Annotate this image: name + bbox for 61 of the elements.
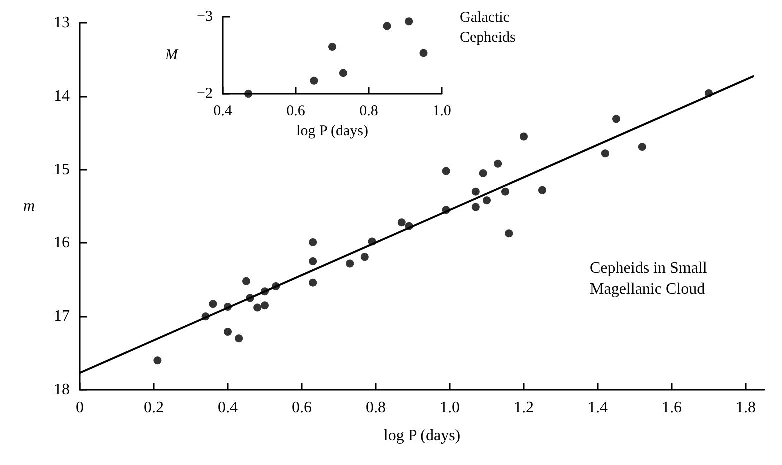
x-tick-label: 0.6: [292, 400, 312, 416]
x-tick-label: 1.2: [514, 400, 534, 416]
point: [154, 356, 162, 365]
point: [494, 160, 502, 168]
point: [235, 334, 244, 343]
point: [502, 188, 510, 196]
x-tick-label: 0.4: [214, 104, 233, 120]
x-tick-label: 1.4: [588, 400, 608, 416]
point: [601, 150, 610, 158]
y-tick-label: 17: [54, 308, 70, 326]
point: [244, 90, 253, 98]
y-tick-label: 15: [54, 161, 70, 178]
annotation: Cepheids in Small Magellanic Cloud: [590, 260, 712, 298]
y-tick-label: −2: [197, 86, 213, 102]
y-axis-title: M: [164, 48, 180, 64]
point: [538, 186, 546, 194]
point: [346, 260, 354, 268]
point: [261, 302, 269, 310]
y-tick-label: 16: [54, 234, 70, 252]
point: [309, 258, 318, 266]
x-tick-label: 0: [76, 400, 84, 416]
y-axis-title: m: [23, 198, 35, 215]
point: [224, 328, 232, 336]
point: [209, 300, 218, 308]
point: [309, 278, 318, 287]
annotation: Galactic Cepheids: [460, 10, 516, 46]
point: [398, 218, 406, 227]
y-tick-label: 18: [54, 382, 70, 398]
x-tick-label: 1.0: [440, 400, 460, 416]
x-tick-label: 0.4: [218, 400, 238, 416]
x-tick-label: 0.2: [144, 400, 164, 416]
point: [309, 238, 318, 246]
point: [483, 196, 491, 205]
point: [405, 18, 414, 26]
point: [442, 167, 450, 176]
point: [328, 43, 336, 52]
point: [612, 115, 620, 124]
y-tick-label: 13: [54, 14, 70, 32]
x-tick-label: 1.6: [662, 400, 682, 416]
point: [383, 22, 392, 30]
point: [360, 253, 369, 262]
x-tick-label: 1.8: [736, 400, 756, 416]
point: [420, 49, 428, 58]
point: [472, 203, 480, 212]
point: [242, 277, 250, 286]
point: [505, 230, 514, 238]
point: [472, 188, 480, 196]
y-tick-label: −3: [197, 9, 213, 25]
point: [520, 132, 528, 141]
x-tick-label: 0.6: [286, 104, 306, 120]
point: [339, 69, 348, 78]
x-axis-title: log P (days): [296, 123, 368, 140]
x-tick-label: 0.8: [360, 104, 378, 120]
point: [310, 76, 318, 85]
x-tick-label: 0.8: [366, 400, 386, 416]
point: [479, 169, 488, 178]
point: [254, 304, 262, 312]
point: [638, 143, 646, 152]
y-tick-label: 14: [54, 88, 70, 105]
x-tick-label: 1.0: [432, 104, 452, 120]
x-axis-title: log P (days): [384, 428, 461, 444]
